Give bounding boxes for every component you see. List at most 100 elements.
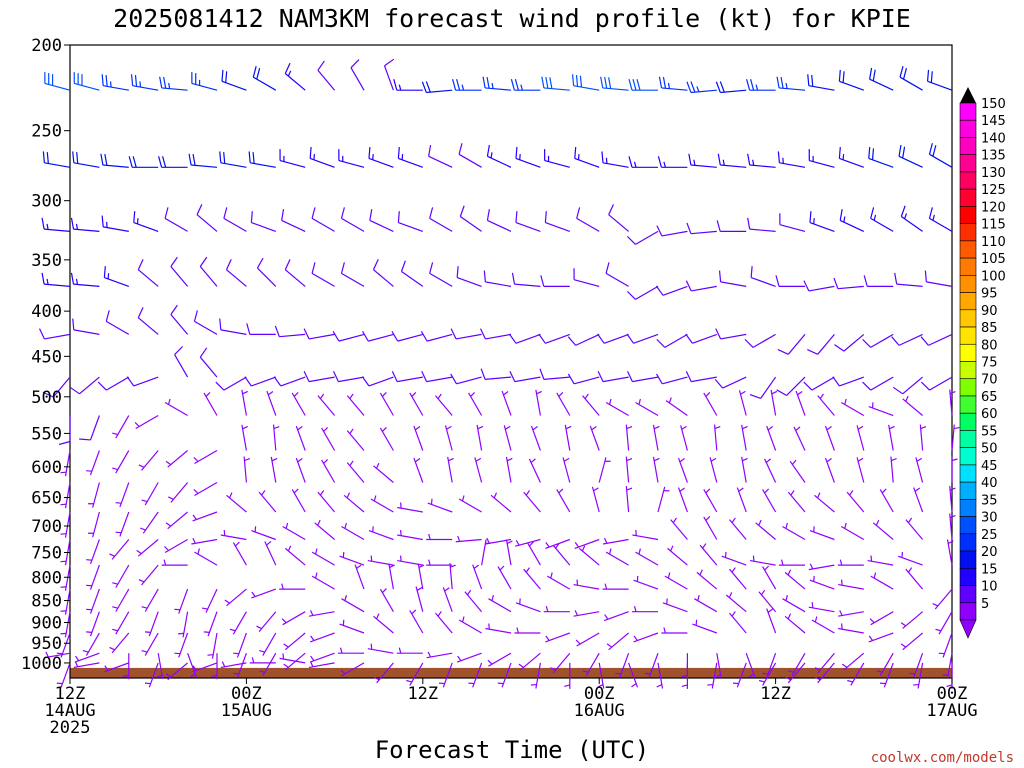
barb-shaft (144, 588, 159, 612)
barb-flag (429, 207, 434, 219)
barb-half-flag (372, 526, 374, 533)
wind-barb (888, 424, 895, 451)
credit-text[interactable]: coolwx.com/models (871, 750, 1014, 766)
barb-shaft (341, 598, 365, 613)
barb-shaft (241, 424, 247, 451)
barb-half-flag (256, 625, 262, 630)
barb-half-flag (841, 663, 848, 668)
wind-barb (279, 653, 306, 664)
barb-half-flag (870, 555, 873, 562)
wind-barb (170, 304, 189, 335)
wind-barb (270, 456, 278, 483)
barb-shaft (485, 376, 512, 380)
wind-barb (808, 563, 835, 571)
colorbar-swatch (959, 378, 977, 397)
wind-barb (101, 74, 129, 91)
barb-flag (42, 391, 54, 398)
wind-barb (458, 143, 482, 168)
wind-barb (680, 425, 688, 451)
barb-flag (685, 280, 692, 292)
barb-shaft (619, 652, 630, 678)
barb-flag (421, 81, 427, 93)
wind-barb (747, 153, 776, 168)
wind-barb (924, 270, 953, 287)
barb-half-flag (414, 458, 421, 463)
barb-shaft (602, 538, 629, 545)
barb-half-flag (115, 531, 122, 534)
barb-shaft (633, 579, 659, 590)
barb-half-flag (136, 218, 139, 224)
wind-barb (556, 391, 571, 416)
barb-half-flag (760, 589, 766, 596)
barb-half-flag (935, 628, 942, 632)
barb-half-flag (373, 495, 377, 502)
barb-half-flag (946, 684, 953, 687)
wind-barb (789, 459, 806, 483)
barb-half-flag (370, 555, 373, 562)
barb-half-flag (88, 503, 94, 505)
wind-barb (486, 144, 512, 168)
barb-shaft (602, 87, 629, 91)
barb-half-flag (273, 426, 280, 430)
wind-barb (435, 611, 453, 634)
barb-shaft (691, 376, 717, 383)
barb-half-flag (376, 462, 380, 469)
barb-shaft (782, 598, 806, 613)
barb-flag (223, 207, 228, 219)
wind-barb (867, 555, 894, 566)
wind-barb (188, 153, 218, 168)
barb-half-flag (349, 460, 354, 466)
barb-flag (714, 378, 724, 389)
barb-half-flag (75, 223, 79, 230)
barb-half-flag (900, 643, 907, 648)
barb-half-flag (381, 588, 387, 594)
barb-half-flag (134, 422, 140, 427)
barb-shaft (625, 424, 630, 451)
wind-barb (311, 548, 335, 566)
barb-flag (926, 69, 930, 82)
barb-shaft (258, 611, 277, 633)
barb-half-flag (813, 218, 815, 224)
barb-flag (244, 376, 252, 387)
surface-band (70, 667, 952, 678)
barb-shaft (838, 611, 864, 617)
wind-barb (890, 456, 897, 483)
barb-shaft (170, 314, 189, 335)
barb-shaft (339, 555, 365, 566)
barb-shaft (226, 269, 247, 287)
colorbar-label: 100 (981, 269, 1006, 284)
barb-shaft (934, 588, 953, 610)
barb-flag (656, 338, 666, 348)
wind-barb (626, 230, 659, 245)
barb-shaft (174, 354, 189, 378)
barb-shaft (766, 652, 777, 678)
wind-barb (597, 371, 629, 383)
barb-shaft (869, 78, 894, 91)
barb-half-flag (672, 517, 678, 523)
wind-barb (104, 662, 130, 673)
barb-flag (274, 325, 280, 337)
wind-barb (777, 151, 806, 168)
barb-half-flag (461, 495, 465, 502)
barb-half-flag (293, 391, 299, 397)
colorbar: 1501451401351301251201151101051009590858… (959, 87, 1006, 639)
barb-flag (920, 381, 930, 391)
barb-shaft (89, 539, 100, 565)
barb-shaft (515, 333, 541, 344)
barb-shaft (762, 489, 777, 513)
wind-barb (291, 391, 306, 416)
wind-barb (123, 653, 130, 680)
wind-barb (677, 457, 688, 483)
wind-barb (317, 60, 336, 91)
barb-flag (391, 330, 399, 342)
colorbar-swatch (959, 464, 977, 483)
barb-half-flag (309, 661, 314, 667)
barb-flag (686, 222, 692, 234)
wind-barb (795, 390, 806, 416)
barb-flag (608, 77, 612, 89)
barb-shaft (505, 456, 512, 483)
wind-barb (456, 266, 482, 287)
wind-barb (223, 207, 247, 232)
barb-half-flag (506, 540, 513, 544)
barb-flag (902, 68, 908, 80)
